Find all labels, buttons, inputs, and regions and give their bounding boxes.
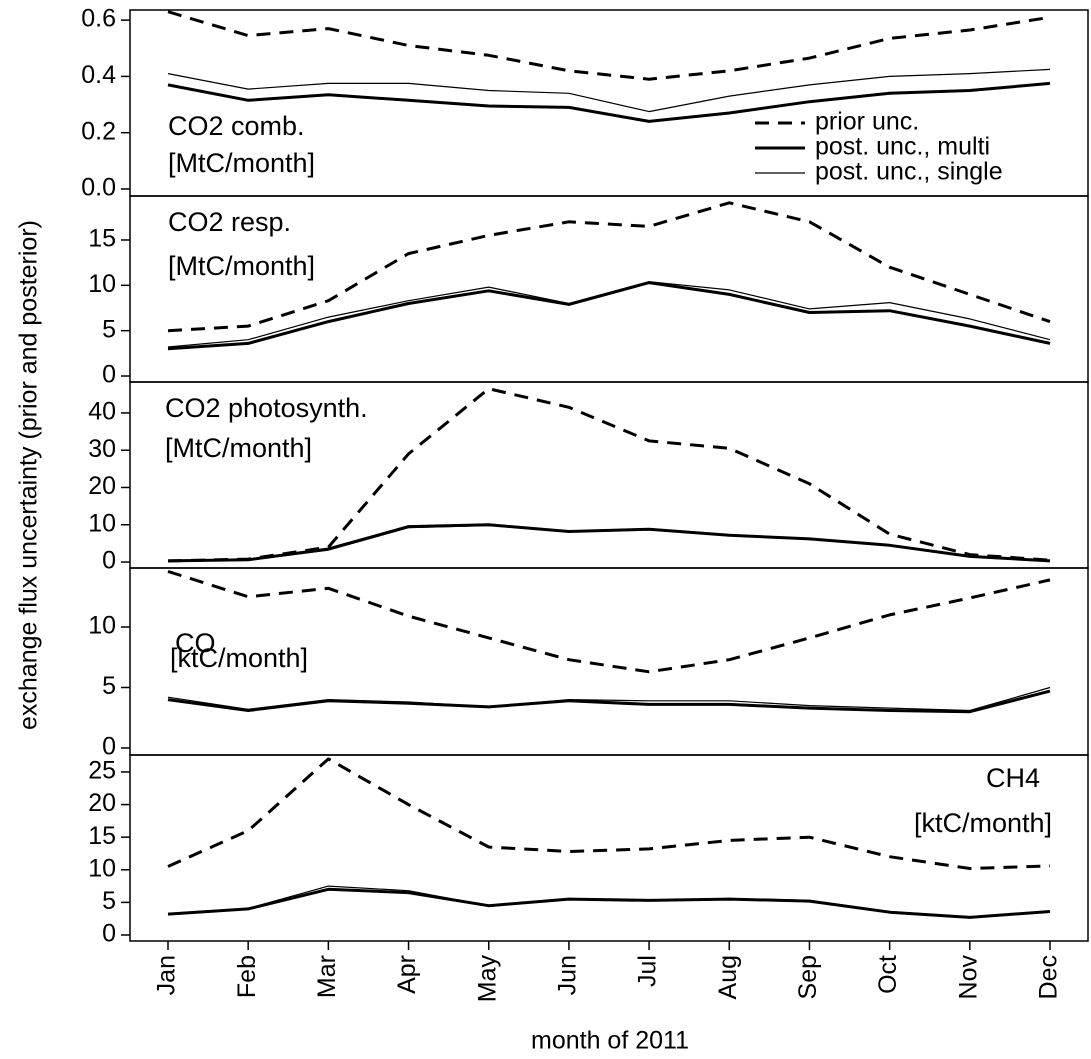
legend-label: post. unc., multi (815, 133, 990, 161)
x-tick-label: Dec (1035, 955, 1063, 999)
x-tick-label: May (473, 955, 501, 1003)
panel-annotation: CO2 photosynth. (165, 393, 368, 423)
series-line (167, 281, 1051, 348)
x-tick-label: Jan (153, 955, 181, 995)
y-tick-label: 10 (88, 612, 116, 640)
y-tick-label: 30 (88, 435, 116, 463)
x-tick-label: Apr (393, 955, 421, 994)
y-tick-label: 10 (88, 854, 116, 882)
panel-annotation: CO (175, 628, 216, 658)
x-tick-label: Oct (874, 955, 902, 994)
panel-annotation: [MtC/month] (168, 148, 315, 178)
series-line (167, 68, 1051, 113)
series-line (167, 387, 1051, 563)
x-tick-label: Jun (554, 955, 582, 995)
series-line (167, 569, 1051, 674)
y-tick-label: 0 (102, 733, 116, 761)
x-tick-label: Feb (233, 955, 261, 998)
series-line (167, 10, 1051, 81)
y-tick-label: 0.0 (81, 174, 116, 202)
y-tick-label: 20 (88, 789, 116, 817)
series-line (167, 689, 1051, 714)
series-line (167, 686, 1051, 712)
y-tick-label: 15 (88, 225, 116, 253)
series-line (167, 524, 1051, 562)
series-line (167, 201, 1051, 333)
y-tick-label: 10 (88, 270, 116, 298)
y-tick-label: 40 (88, 398, 116, 426)
panel-annotation: CO2 comb. (168, 111, 305, 141)
y-tick-label: 5 (102, 315, 116, 343)
y-tick-label: 0.6 (81, 5, 116, 33)
y-tick-label: 5 (102, 672, 116, 700)
panel-frame (129, 754, 1089, 942)
series-line (167, 885, 1051, 918)
x-tick-label: Mar (313, 955, 341, 998)
panel-annotation: [MtC/month] (165, 433, 312, 463)
y-tick-label: 5 (102, 887, 116, 915)
x-tick-label: Jul (634, 955, 662, 987)
y-tick-label: 10 (88, 509, 116, 537)
y-tick-label: 0 (102, 361, 116, 389)
y-axis-label: exchange flux uncertainty (prior and pos… (15, 220, 43, 730)
y-tick-label: 0.2 (81, 117, 116, 145)
panel-annotation: [MtC/month] (168, 251, 315, 281)
legend-label: post. unc., single (815, 158, 1003, 186)
panel-annotation: [ktC/month] (170, 643, 308, 673)
series-line (167, 281, 1051, 351)
x-tick-label: Nov (954, 955, 982, 1000)
y-tick-label: 20 (88, 472, 116, 500)
x-axis-label: month of 2011 (531, 1027, 689, 1055)
legend-label: prior unc. (815, 108, 919, 136)
y-tick-label: 0 (102, 920, 116, 948)
series-line (167, 81, 1051, 123)
panel-annotation: CH4 (986, 763, 1040, 793)
y-tick-label: 15 (88, 822, 116, 850)
panel-annotation: [ktC/month] (914, 808, 1052, 838)
y-tick-label: 0.4 (81, 61, 116, 89)
x-tick-label: Sep (794, 955, 822, 999)
y-tick-label: 0 (102, 547, 116, 575)
series-line (167, 757, 1051, 870)
panel-annotation: CO2 resp. (168, 207, 291, 237)
x-tick-label: Aug (714, 955, 742, 999)
y-tick-label: 25 (88, 757, 116, 785)
